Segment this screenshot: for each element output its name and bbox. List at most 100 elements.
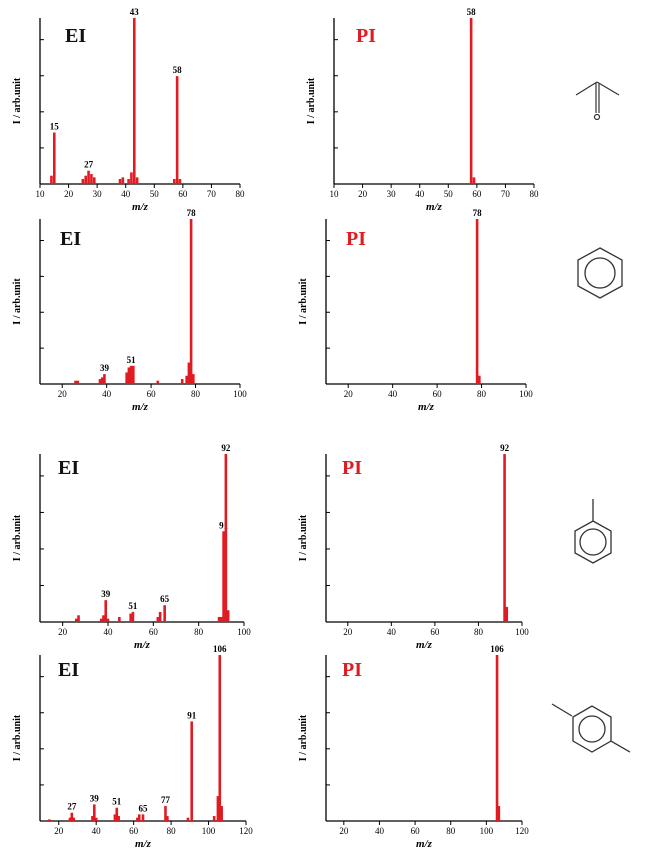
x-tick-label: 20 [339, 826, 349, 836]
peak-label: 91 [219, 520, 229, 530]
x-tick-label: 60 [411, 826, 421, 836]
peak-bar [130, 172, 133, 184]
peak-bar [77, 615, 80, 622]
peak-bar [70, 812, 74, 821]
peak-label: 51 [128, 601, 138, 611]
peak-bar [132, 365, 135, 384]
peak-bar [212, 816, 216, 821]
peak-label: 78 [187, 208, 197, 218]
peak-bar [135, 177, 139, 184]
x-tick-label: 20 [58, 627, 68, 637]
x-tick-label: 120 [239, 826, 253, 836]
peak-bar [52, 132, 56, 184]
peak-bar [172, 179, 176, 184]
peak-bar [106, 618, 110, 622]
x-axis-label: m/z [416, 838, 433, 850]
x-tick-label: 60 [433, 389, 443, 399]
peak-bar [74, 380, 77, 384]
y-axis-label: I / arb.unit [298, 714, 309, 761]
x-axis-label: m/z [135, 838, 152, 850]
spectrum-panel-2: 10 20 30 40 50 60 70 80 58 PI m/z I / arb.unit [306, 7, 539, 213]
peak-bar [222, 531, 225, 622]
peak-bar [94, 817, 98, 821]
panel-title: PI [342, 659, 362, 681]
x-tick-label: 40 [104, 627, 114, 637]
peak-bar [90, 174, 93, 184]
panel-title: PI [346, 228, 366, 250]
panel-title: PI [342, 457, 362, 479]
peak-label: 43 [130, 7, 140, 17]
x-axis-label: m/z [416, 639, 433, 651]
x-tick-label: 30 [387, 189, 397, 199]
peak-label: 65 [139, 803, 149, 813]
x-tick-label: 80 [236, 189, 246, 199]
peak-bar [129, 365, 133, 384]
peak-bar [164, 806, 167, 821]
x-tick-label: 10 [36, 189, 46, 199]
x-tick-label: 20 [58, 389, 68, 399]
x-tick-label: 40 [121, 189, 131, 199]
peak-bar [48, 819, 51, 821]
peak-label: 27 [67, 802, 77, 812]
x-tick-label: 100 [233, 389, 247, 399]
toluene-structure [574, 499, 612, 564]
x-tick-label: 10 [330, 189, 340, 199]
y-axis-label: I / arb.unit [12, 514, 23, 561]
x-tick-label: 40 [387, 627, 397, 637]
peak-bar [76, 380, 80, 384]
peak-bar [74, 618, 78, 622]
x-tick-label: 60 [472, 189, 482, 199]
peak-bar [186, 817, 190, 821]
x-tick-label: 40 [92, 826, 102, 836]
x-tick-label: 120 [515, 826, 529, 836]
peak-label: 77 [161, 795, 171, 805]
y-axis-label: I / arb.unit [306, 77, 317, 124]
y-axis-label: I / arb.unit [12, 714, 23, 761]
x-tick-label: 80 [477, 389, 487, 399]
peak-bar [104, 600, 108, 622]
peak-label: 39 [90, 793, 100, 803]
x-tick-label: 80 [474, 627, 484, 637]
peak-bar [472, 177, 476, 184]
peak-bar [125, 372, 128, 384]
x-tick-label: 60 [149, 627, 159, 637]
spectrum-panel-5: 20 40 60 80 100 39 51 65 91 92 EI m/z I / arb.unit [12, 443, 251, 651]
peak-label: 58 [173, 65, 183, 75]
peak-bar [99, 618, 103, 622]
x-tick-label: 40 [415, 189, 425, 199]
spectrum-panel-8: 20 40 60 80 100 120 106 PI m/z I / arb.unit [298, 644, 529, 850]
panel-title: EI [60, 228, 81, 250]
panel-title: EI [65, 25, 86, 47]
spectrum-panel-7: 20 40 60 80 100 120 27 39 51 65 77 91 106 EI m/z I / ar… [12, 644, 253, 850]
peak-bar [218, 655, 222, 821]
peak-bar [102, 615, 105, 622]
x-tick-label: 20 [358, 189, 368, 199]
peak-label: 92 [500, 443, 510, 453]
peak-bar [127, 367, 131, 384]
x-tick-label: 40 [102, 389, 112, 399]
peak-bar [166, 816, 169, 821]
peak-bar [117, 816, 120, 821]
peak-bar [141, 814, 145, 821]
peak-label: 51 [112, 797, 122, 807]
peak-bar [98, 379, 102, 384]
peak-bar [84, 175, 88, 184]
x-tick-label: 60 [430, 627, 440, 637]
peak-bar [175, 76, 179, 184]
peak-bar [220, 616, 223, 622]
peak-bar [121, 177, 125, 184]
x-axis-label: m/z [134, 639, 151, 651]
x-axis-label: m/z [426, 201, 443, 213]
peak-label: 78 [473, 208, 483, 218]
peak-bar [113, 814, 117, 821]
x-tick-label: 80 [446, 826, 456, 836]
peak-bar [115, 807, 119, 821]
x-tick-label: 100 [480, 826, 494, 836]
peak-label: 65 [160, 594, 170, 604]
peak-bar [178, 179, 182, 184]
peak-bar [187, 362, 191, 384]
peak-bar [68, 817, 72, 821]
x-tick-label: 100 [202, 826, 216, 836]
peak-bar [127, 179, 130, 184]
